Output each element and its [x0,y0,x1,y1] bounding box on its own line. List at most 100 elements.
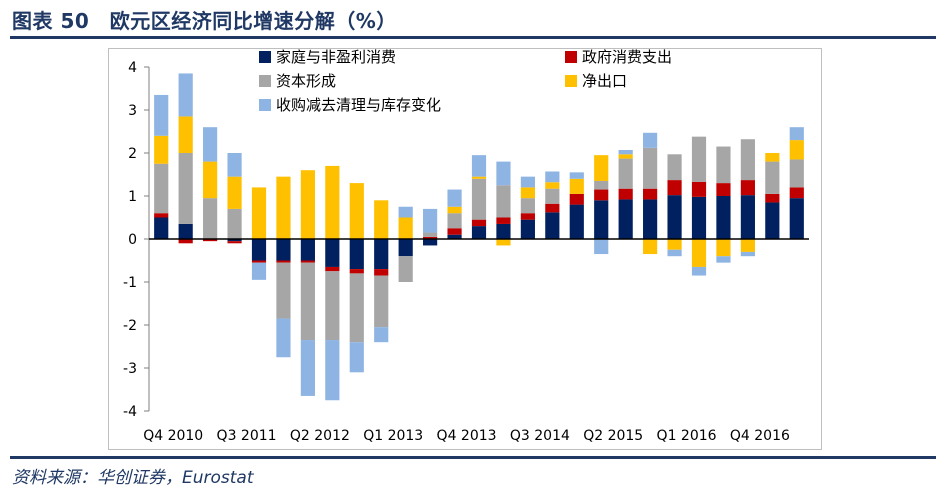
x-tick-label: Q1 2016 [657,428,717,444]
y-tick-label: 0 [128,232,137,248]
bar-segment [471,155,487,177]
legend-swatch [565,75,577,87]
bar-segment [276,262,291,319]
legend-swatch [565,51,577,63]
bar-segment [374,239,389,270]
bar-segment [569,178,584,194]
bar-segment [789,198,804,239]
bar-segment [447,213,462,229]
x-tick-label: Q4 2013 [437,428,497,444]
bar-segment [325,271,340,341]
legend-label: 政府消费支出 [582,49,672,66]
bar-segment [203,198,218,239]
x-tick-label: Q1 2013 [363,428,423,444]
y-tick-label: 2 [128,146,137,162]
bar-segment [716,239,731,257]
bar-segment [398,206,413,218]
bar-segment [325,340,340,401]
y-tick-label: 4 [128,60,137,76]
bar-segment [276,318,291,358]
bar-segment [789,187,804,199]
bar-segment [374,269,389,276]
bar-segment [471,219,487,227]
bar-segment [740,139,755,181]
bar-segment [691,196,707,239]
bar-segment [594,239,609,255]
bar-segment [178,73,193,117]
bar-segment [154,94,169,136]
bar-segment [203,239,218,242]
bar-segment [594,155,609,181]
bar-segment [398,256,413,282]
bar-segment [447,234,462,239]
bar-segment [740,195,755,239]
x-tick-label: Q3 2011 [217,428,277,444]
bar-segment [251,187,267,239]
bar-segment [496,185,511,218]
bar-segment [618,199,633,239]
bar-segment [691,239,707,267]
bar-segment [300,260,315,263]
bar-segment [740,180,755,196]
bar-segment [740,239,755,252]
bar-segment [765,161,780,194]
bar-segment [178,223,193,239]
title-rule [10,36,936,39]
bar-segment [178,116,193,153]
y-tick-label: -3 [123,361,137,377]
bar-segment [520,198,535,214]
bar-segment [349,239,364,270]
bar-segment [520,176,535,188]
bar-segment [349,342,364,373]
y-tick-label: -1 [123,275,137,291]
bar-segment [691,136,707,182]
legend-swatch [259,51,271,63]
bar-segment [643,147,658,189]
footer-rule [10,456,936,459]
bar-segment [643,239,658,255]
bar-segment [740,251,755,257]
bar-segment [178,239,193,244]
bar-segment [154,217,169,239]
bar-segment [227,239,242,242]
bar-segment [300,262,315,341]
bar-segment [496,217,511,224]
bar-segment [276,260,291,263]
bar-segment [667,195,682,239]
bar-segment [325,165,340,239]
bar-segment [471,176,487,179]
bar-segment [423,236,438,239]
bar-segment [691,266,707,276]
legend-swatch [259,99,271,111]
bar-segment [447,206,462,214]
bar-segment [227,176,242,209]
bar-segment [545,188,560,204]
bar-segment [545,203,560,213]
bar-segment [325,266,340,272]
bar-segment [325,239,340,267]
bar-segment [618,154,633,159]
bar-segment [643,188,658,200]
bar-segment [716,196,731,239]
bar-segment [520,213,535,220]
bar-segment [569,193,584,205]
source-note: 资料来源：华创证券，Eurostat [12,468,254,488]
bar-segment [251,239,267,261]
bar-segment [643,199,658,239]
bar-segment [300,340,315,396]
bar-segment [398,217,413,239]
bar-segment [569,204,584,239]
bar-segment [471,226,487,239]
bar-segment [276,239,291,261]
bar-segment [300,170,315,239]
bar-segment [496,161,511,186]
bar-segment [667,239,682,250]
bar-segment [423,232,438,237]
bar-segment [300,239,315,261]
bar-segment [618,188,633,200]
bar-segment [789,159,804,188]
bar-segment [374,327,389,343]
bar-segment [423,208,438,233]
bar-segment [276,176,291,239]
legend-label: 净出口 [582,72,627,90]
